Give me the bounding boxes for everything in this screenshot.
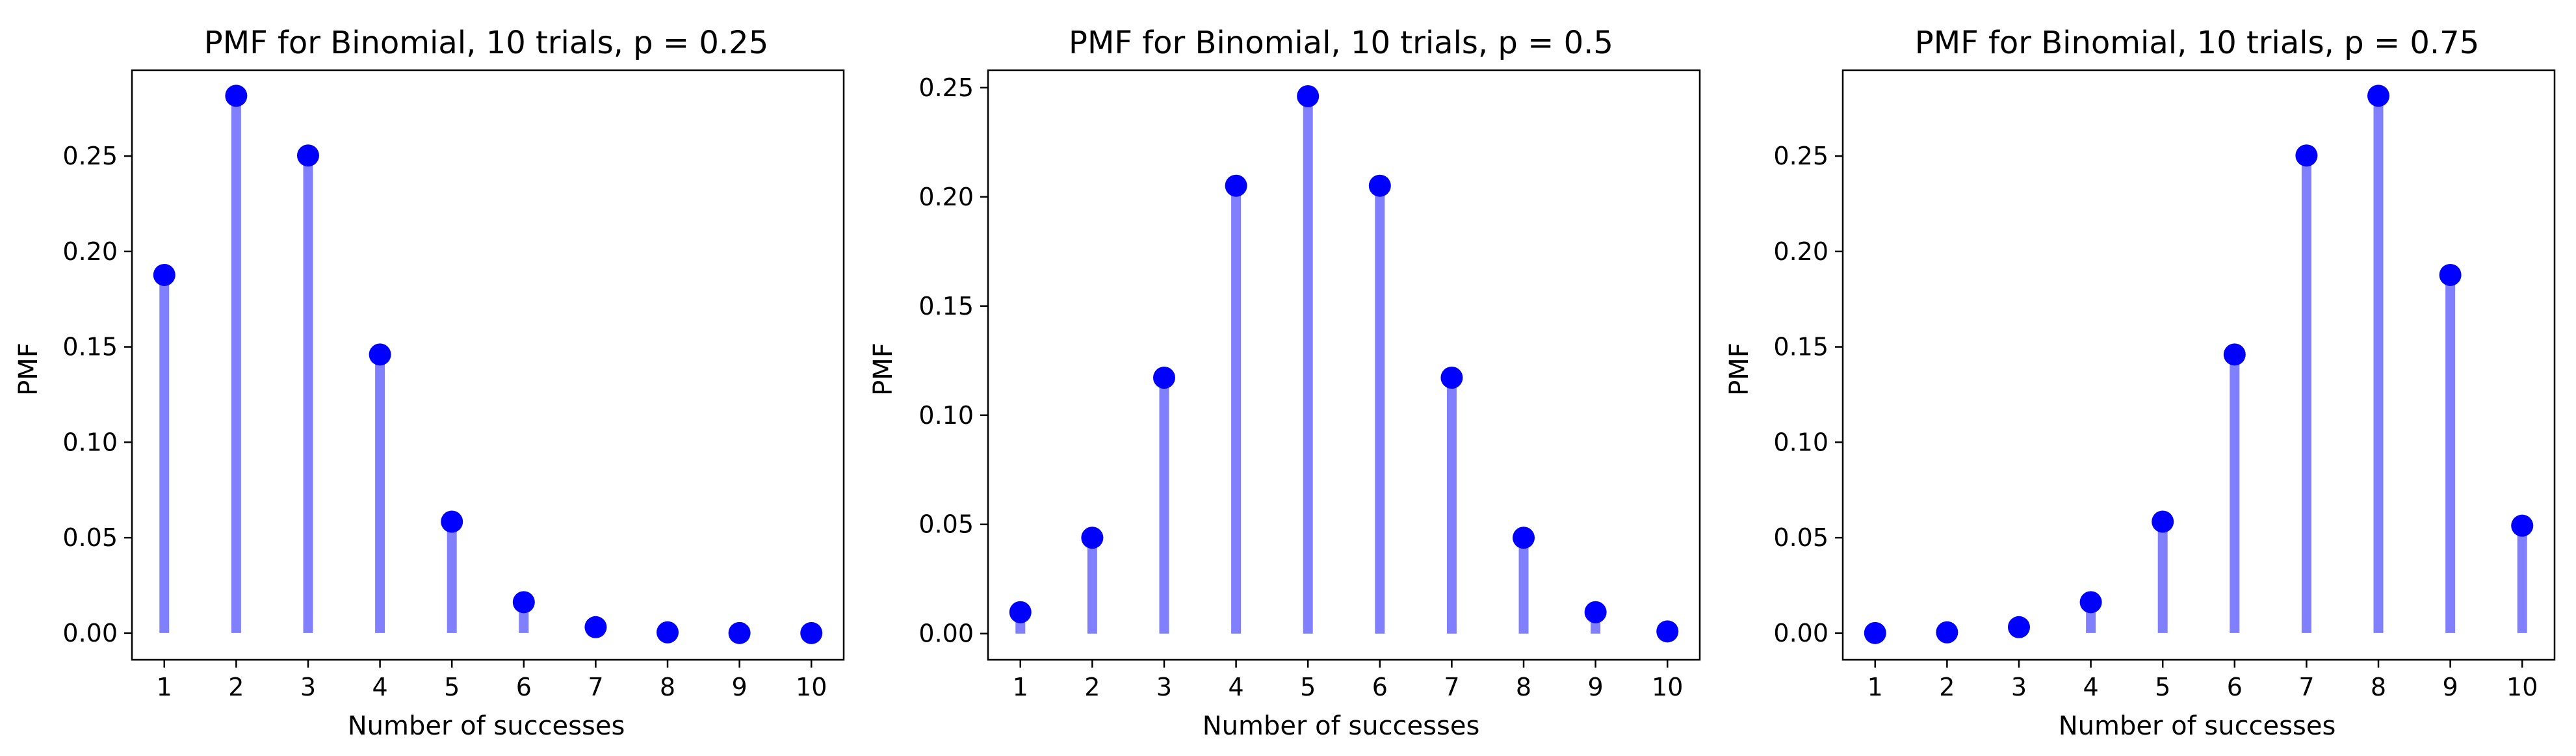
y-tick-label: 0.25 xyxy=(918,73,974,102)
x-tick-label: 1 xyxy=(1013,673,1028,701)
y-tick-label: 0.10 xyxy=(1773,428,1828,456)
marker-5 xyxy=(1297,85,1320,107)
marker-7 xyxy=(584,616,607,638)
marker-2 xyxy=(225,85,248,107)
marker-10 xyxy=(800,621,823,644)
x-tick-label: 5 xyxy=(1300,673,1316,701)
x-tick-label: 8 xyxy=(2371,673,2386,701)
marker-8 xyxy=(2367,85,2390,107)
marker-4 xyxy=(2079,591,2102,614)
x-tick-label: 9 xyxy=(1588,673,1604,701)
y-tick-label: 0.15 xyxy=(1773,333,1828,361)
marker-9 xyxy=(728,621,751,644)
x-tick-label: 2 xyxy=(1084,673,1100,701)
y-axis-label: PMF xyxy=(14,343,44,396)
subplot-p075: PMF for Binomial, 10 trials, p = 0.75 Nu… xyxy=(1724,25,2556,741)
marker-8 xyxy=(1513,527,1535,549)
y-tick-label: 0.20 xyxy=(918,183,974,211)
subplot-p025: PMF for Binomial, 10 trials, p = 0.25 Nu… xyxy=(14,25,845,741)
marker-4 xyxy=(369,343,391,366)
marker-1 xyxy=(153,263,176,286)
marker-6 xyxy=(2223,343,2246,366)
x-tick-label: 7 xyxy=(588,673,603,701)
axes-frame xyxy=(1841,69,2556,661)
y-tick-label: 0.10 xyxy=(918,401,974,430)
x-tick-label: 5 xyxy=(2155,673,2170,701)
chart-title: PMF for Binomial, 10 trials, p = 0.75 xyxy=(1915,25,2479,61)
marker-4 xyxy=(1225,174,1247,197)
x-tick-label: 7 xyxy=(2298,673,2314,701)
marker-2 xyxy=(1081,527,1104,549)
y-tick-label: 0.25 xyxy=(62,142,118,170)
x-tick-label: 4 xyxy=(2083,673,2098,701)
subplot-p050: PMF for Binomial, 10 trials, p = 0.5 Num… xyxy=(868,25,1701,741)
x-tick-label: 3 xyxy=(300,673,316,701)
marker-1 xyxy=(1009,601,1032,623)
x-tick-label: 1 xyxy=(1867,673,1883,701)
chart-title: PMF for Binomial, 10 trials, p = 0.25 xyxy=(204,25,768,61)
marker-9 xyxy=(1584,601,1607,623)
y-tick-label: 0.05 xyxy=(1773,523,1828,552)
x-tick-label: 3 xyxy=(2011,673,2027,701)
x-tick-label: 8 xyxy=(1516,673,1531,701)
marker-7 xyxy=(2295,144,2318,167)
y-tick-label: 0.20 xyxy=(1773,237,1828,266)
x-tick-label: 9 xyxy=(732,673,748,701)
x-tick-label: 9 xyxy=(2443,673,2458,701)
x-tick-label: 8 xyxy=(660,673,675,701)
x-tick-label: 1 xyxy=(157,673,172,701)
marker-10 xyxy=(1656,620,1679,643)
y-tick-label: 0.05 xyxy=(918,510,974,539)
axes-frame xyxy=(987,69,1701,661)
x-tick-label: 3 xyxy=(1156,673,1172,701)
marker-5 xyxy=(2152,510,2174,533)
y-axis-label: PMF xyxy=(868,343,898,396)
marker-10 xyxy=(2511,514,2534,537)
marker-3 xyxy=(1152,366,1175,389)
y-tick-label: 0.00 xyxy=(918,619,974,648)
x-tick-label: 5 xyxy=(444,673,460,701)
y-tick-label: 0.00 xyxy=(1773,619,1828,647)
y-tick-label: 0.25 xyxy=(1773,142,1828,170)
chart-title: PMF for Binomial, 10 trials, p = 0.5 xyxy=(1069,25,1613,61)
marker-6 xyxy=(512,591,535,614)
x-tick-label: 2 xyxy=(1939,673,1955,701)
axes-frame xyxy=(131,69,845,661)
marker-1 xyxy=(1864,621,1886,644)
marker-6 xyxy=(1368,174,1391,197)
x-axis-label: Number of successes xyxy=(348,711,625,741)
x-tick-label: 10 xyxy=(796,673,827,701)
x-axis-label: Number of successes xyxy=(1203,711,1480,741)
y-tick-label: 0.05 xyxy=(62,523,118,552)
x-tick-label: 10 xyxy=(1652,673,1683,701)
x-tick-label: 6 xyxy=(1372,673,1388,701)
y-tick-label: 0.20 xyxy=(62,237,118,266)
x-axis-label: Number of successes xyxy=(2059,711,2336,741)
x-tick-label: 6 xyxy=(516,673,532,701)
y-tick-label: 0.10 xyxy=(62,428,118,456)
marker-5 xyxy=(441,510,463,533)
marker-8 xyxy=(657,621,679,644)
marker-2 xyxy=(1936,621,1958,644)
marker-3 xyxy=(2007,616,2030,638)
x-tick-label: 4 xyxy=(372,673,387,701)
x-tick-label: 7 xyxy=(1444,673,1459,701)
x-tick-label: 10 xyxy=(2506,673,2538,701)
x-tick-label: 6 xyxy=(2227,673,2243,701)
marker-7 xyxy=(1440,366,1463,389)
y-axis-label: PMF xyxy=(1724,343,1754,396)
y-tick-label: 0.00 xyxy=(62,619,118,647)
y-tick-label: 0.15 xyxy=(918,292,974,320)
x-tick-label: 2 xyxy=(228,673,244,701)
marker-9 xyxy=(2439,263,2462,286)
marker-3 xyxy=(296,144,319,167)
x-tick-label: 4 xyxy=(1228,673,1243,701)
y-tick-label: 0.15 xyxy=(62,333,118,361)
